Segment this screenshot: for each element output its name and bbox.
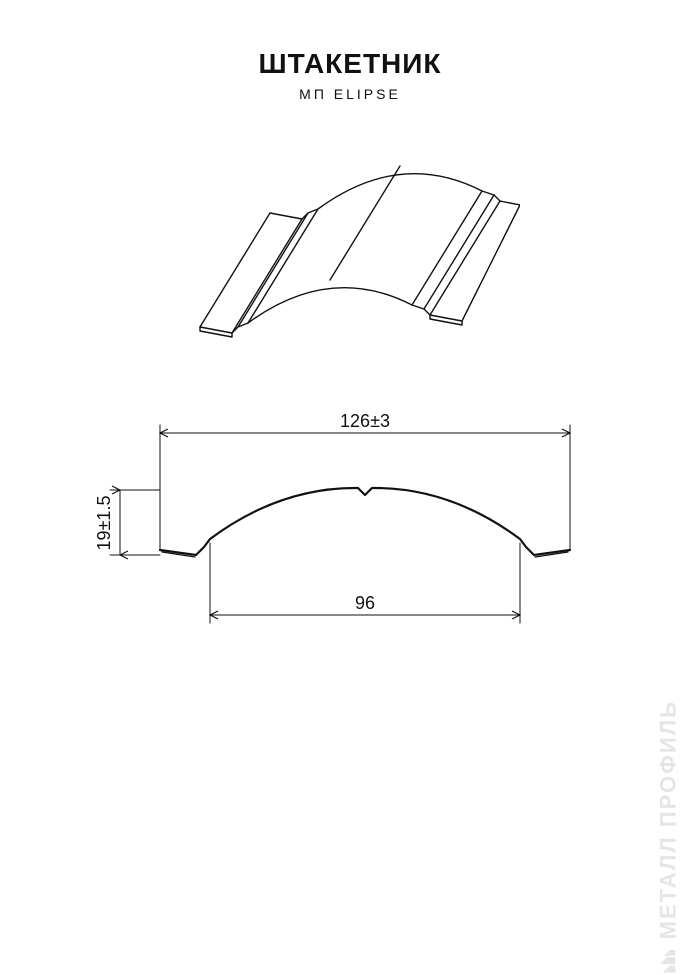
iso-back-edge <box>270 174 520 219</box>
dim-height: 19±1.5 <box>94 496 114 551</box>
watermark: МЕТАЛЛ ПРОФИЛЬ <box>654 700 682 975</box>
iso-edge <box>232 219 302 333</box>
page-subtitle: МП ELIPSE <box>0 86 700 102</box>
iso-edge <box>462 205 520 321</box>
dim-inner-width: 96 <box>355 593 375 613</box>
watermark-icon <box>654 947 682 975</box>
iso-edge <box>200 213 270 327</box>
profile-underside <box>162 552 568 557</box>
profile-section <box>160 488 570 555</box>
section-view: 126±3 96 19±1.5 <box>80 405 620 665</box>
header: ШТАКЕТНИК МП ELIPSE <box>0 0 700 102</box>
iso-edge <box>424 195 494 309</box>
dim-overall-width: 126±3 <box>340 411 390 431</box>
iso-edge <box>248 209 318 323</box>
page-title: ШТАКЕТНИК <box>0 48 700 80</box>
watermark-text: МЕТАЛЛ ПРОФИЛЬ <box>655 700 681 939</box>
isometric-view <box>180 155 520 355</box>
iso-edge <box>238 213 308 327</box>
